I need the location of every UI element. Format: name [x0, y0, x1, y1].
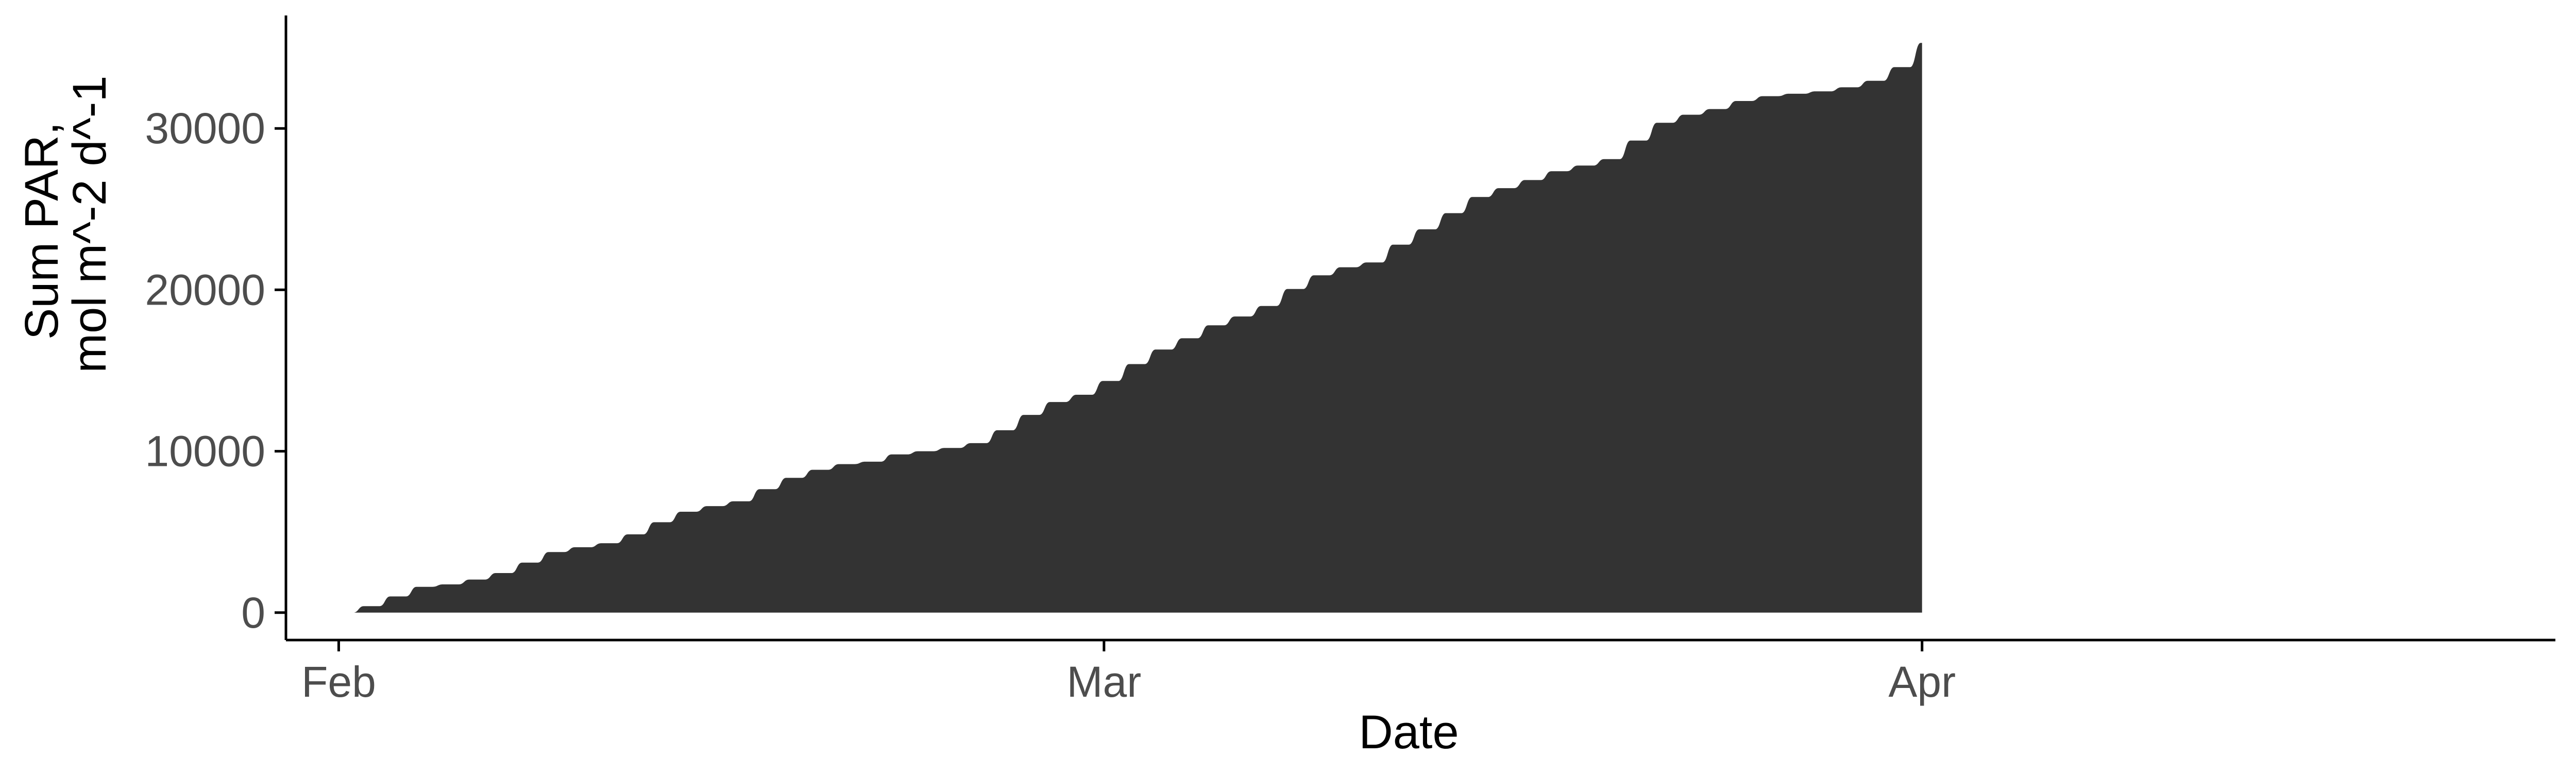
y-tick-label: 10000 — [145, 427, 265, 476]
y-axis-title: Sum PAR, mol m^-2 d^-1 — [15, 75, 116, 373]
x-tick-label: Feb — [301, 658, 376, 706]
y-tick-label: 30000 — [145, 104, 265, 153]
x-axis-ticks: Feb Mar Apr — [301, 640, 1956, 706]
y-tick-label: 20000 — [145, 265, 265, 314]
x-axis-title: Date — [1359, 706, 1459, 759]
y-axis-title-line-2: mol m^-2 d^-1 — [63, 75, 116, 373]
x-tick-label: Mar — [1067, 658, 1142, 706]
x-tick-label: Apr — [1888, 658, 1956, 706]
y-axis-title-line-1: Sum PAR, — [15, 122, 68, 340]
y-axis-ticks: 0 10000 20000 30000 — [145, 104, 286, 637]
cumulative-par-area — [338, 43, 1922, 613]
plot-area — [338, 43, 1922, 613]
y-tick-label: 0 — [241, 589, 265, 637]
